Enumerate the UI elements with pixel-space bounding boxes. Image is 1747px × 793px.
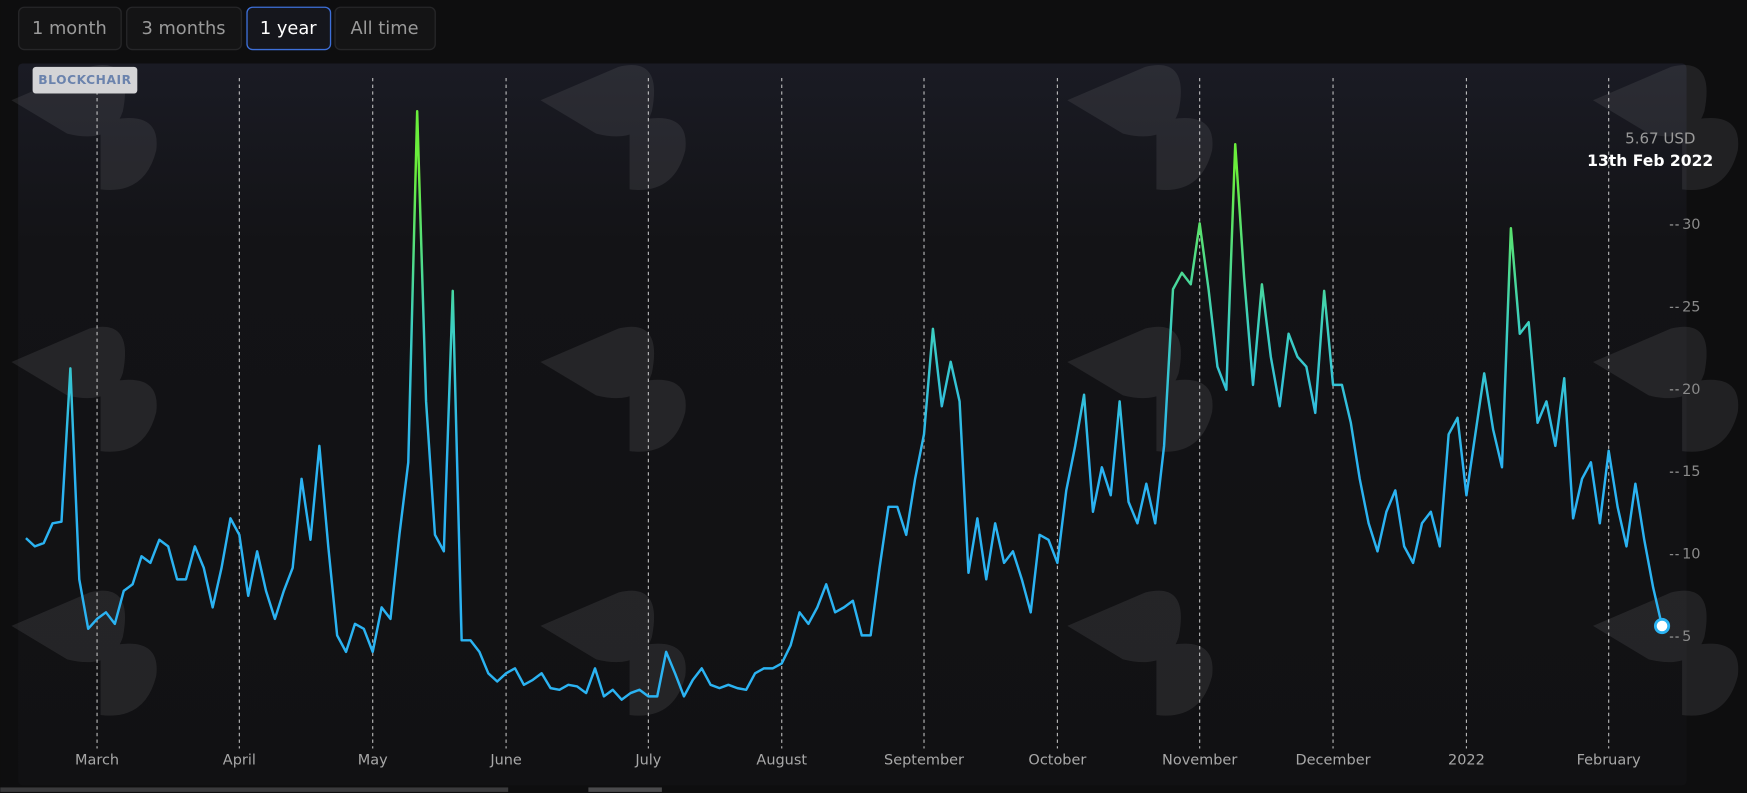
x-tick-label: June [489,753,522,769]
watermark [1592,64,1739,190]
x-tick-label: July [634,753,661,769]
y-tick-label: 10 [1682,547,1700,563]
x-tick-label: May [358,753,388,769]
y-tick-label: 5 [1682,629,1691,645]
x-tick-label: 2022 [1448,753,1485,769]
y-tick-label: 25 [1682,299,1700,315]
range-button[interactable] [246,6,332,51]
watermark [1067,64,1213,190]
brand-label: BLOCKCHAIR [38,73,131,87]
y-tick-label: 30 [1682,217,1700,233]
range-button[interactable] [334,6,436,51]
watermark [11,590,157,716]
watermark [1592,590,1739,716]
range-button[interactable] [126,6,243,51]
plot-area: March April May June July August September Octo… [25,77,1701,769]
range-buttons: 1 month 3 months 1 year All time [18,6,436,51]
watermark [11,326,157,452]
price-line [25,110,1664,701]
scrollbar-thumb [588,787,662,792]
y-tick-label: 20 [1682,382,1700,398]
watermark [11,64,157,190]
watermark [540,64,686,190]
hover-point [1653,617,1671,635]
tooltip-value: 5.67 USD [1625,130,1695,148]
watermark [1067,590,1213,716]
x-tick-label: December [1296,753,1371,769]
x-tick-label: November [1162,753,1237,769]
watermarks [11,64,1739,716]
x-tick-label: October [1028,753,1086,769]
x-tick-label: August [756,753,807,769]
x-tick-label: April [223,753,256,769]
tooltip-date: 13th Feb 2022 [1587,152,1713,170]
watermark [1592,326,1739,452]
range-button-label[interactable]: All time [351,18,419,39]
x-tick-label: September [884,753,964,769]
y-tick-label: 15 [1682,464,1700,480]
range-button-label[interactable]: 1 month [32,18,107,39]
brand-badge [32,66,138,94]
x-tick-label: February [1577,753,1642,769]
range-button-label[interactable]: 3 months [141,18,225,39]
watermark [540,326,686,452]
range-button-label[interactable]: 1 year [260,18,317,39]
scrollbar-track [0,787,509,792]
x-tick-label: March [75,753,119,769]
watermark [540,590,686,716]
chart-panel [18,63,1687,786]
range-button[interactable] [18,6,122,51]
watermark [1067,326,1213,452]
